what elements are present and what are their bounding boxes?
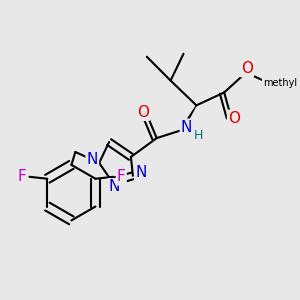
Text: F: F <box>17 169 26 184</box>
Text: N: N <box>108 179 120 194</box>
Polygon shape <box>180 105 197 131</box>
Text: N: N <box>135 165 146 180</box>
Text: O: O <box>137 105 149 120</box>
Text: O: O <box>241 61 253 76</box>
Text: methyl: methyl <box>262 78 297 88</box>
Text: N: N <box>181 120 192 135</box>
Text: N: N <box>87 152 98 167</box>
Text: O: O <box>228 111 240 126</box>
Text: F: F <box>117 169 126 184</box>
Text: H: H <box>194 129 203 142</box>
